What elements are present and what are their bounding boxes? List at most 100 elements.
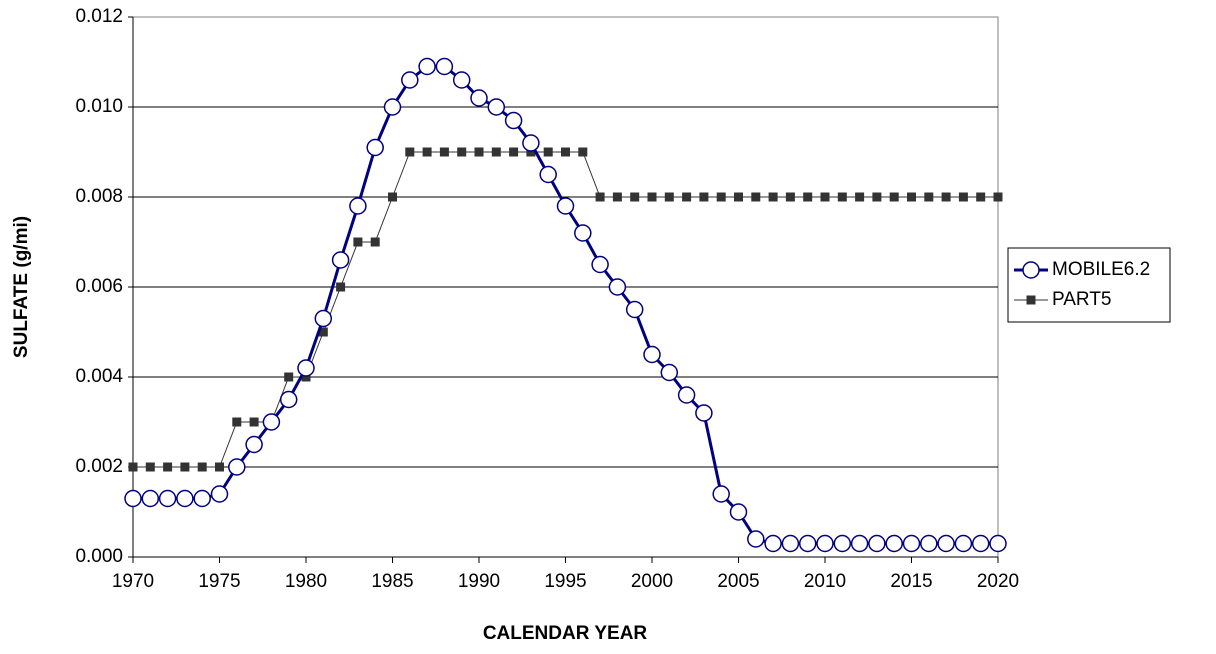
data-point	[872, 192, 882, 202]
data-point	[370, 237, 380, 247]
data-point	[297, 359, 315, 377]
data-point	[820, 192, 830, 202]
data-point	[682, 192, 692, 202]
data-point	[837, 192, 847, 202]
data-point	[284, 372, 294, 382]
x-tick-label: 2000	[631, 571, 673, 592]
data-point	[578, 147, 588, 157]
data-point	[470, 89, 488, 107]
data-point	[747, 530, 765, 548]
data-point	[885, 534, 903, 553]
data-point	[418, 57, 436, 76]
data-point	[924, 192, 934, 202]
y-tick-label: 0.006	[75, 276, 123, 297]
x-tick-label: 1990	[458, 571, 500, 592]
x-tick-label: 1985	[371, 571, 413, 592]
data-point	[764, 534, 782, 553]
data-point	[452, 71, 471, 89]
data-point	[625, 300, 644, 319]
data-point	[314, 309, 333, 328]
data-point	[353, 237, 363, 247]
data-point	[989, 534, 1007, 553]
data-point	[158, 489, 177, 508]
x-tick-label: 2015	[890, 571, 932, 592]
data-point	[556, 197, 575, 215]
data-point	[279, 390, 298, 409]
data-point	[539, 165, 557, 184]
data-point	[907, 192, 916, 202]
data-point	[245, 435, 263, 454]
data-point	[768, 192, 778, 202]
data-point	[331, 251, 350, 269]
data-point	[561, 147, 570, 157]
x-tick-label: 1980	[285, 571, 327, 592]
data-point	[336, 282, 346, 292]
x-axis-title: CALENDAR YEAR	[483, 623, 648, 644]
data-point	[574, 224, 592, 242]
data-point	[976, 192, 986, 202]
data-point	[388, 192, 397, 202]
y-tick-label: 0.008	[75, 186, 123, 207]
data-point	[699, 192, 709, 202]
data-point	[630, 192, 640, 202]
x-tick-label: 2020	[977, 571, 1019, 592]
data-point	[197, 462, 207, 472]
data-point	[349, 197, 367, 215]
data-point	[193, 489, 211, 508]
data-point	[647, 192, 657, 202]
y-tick-label: 0.012	[75, 6, 123, 27]
data-point	[210, 485, 229, 503]
data-point	[318, 327, 328, 337]
data-point	[232, 417, 242, 427]
legend-label: PART5	[1052, 289, 1112, 310]
data-point	[504, 111, 523, 130]
y-tick-label: 0.000	[75, 546, 123, 567]
data-point	[301, 372, 311, 382]
data-point	[491, 147, 501, 157]
data-point	[695, 404, 713, 422]
y-tick-label: 0.002	[75, 456, 123, 477]
data-point	[176, 489, 194, 508]
data-point	[228, 458, 246, 476]
legend-marker	[1022, 261, 1040, 279]
data-point	[833, 534, 852, 553]
data-point	[954, 534, 973, 553]
data-point	[124, 489, 142, 508]
data-point	[401, 71, 419, 89]
y-tick-label: 0.010	[75, 96, 123, 117]
data-point	[608, 278, 627, 296]
data-point	[262, 413, 281, 431]
y-axis-title: SULFATE (g/mi)	[11, 216, 32, 358]
y-tick-label: 0.004	[75, 366, 123, 387]
x-tick-label: 1995	[544, 571, 586, 592]
data-point	[958, 192, 968, 202]
data-point	[526, 147, 536, 157]
series-line	[133, 65, 998, 545]
data-point	[993, 192, 1003, 202]
data-point	[850, 534, 869, 553]
data-point	[591, 255, 609, 274]
data-point	[729, 503, 748, 521]
data-point	[889, 192, 899, 202]
data-point	[439, 147, 449, 157]
data-point	[215, 462, 224, 472]
data-point	[405, 147, 415, 157]
data-point	[716, 192, 726, 202]
data-point	[422, 147, 432, 157]
data-point	[785, 192, 795, 202]
data-point	[816, 534, 834, 553]
data-point	[712, 485, 730, 503]
x-tick-label: 1970	[112, 571, 154, 592]
data-point	[734, 192, 743, 202]
data-point	[366, 138, 384, 157]
data-point	[128, 462, 138, 472]
data-point	[509, 147, 519, 157]
data-point	[145, 462, 155, 472]
data-point	[643, 345, 661, 364]
legend-marker	[1026, 295, 1036, 305]
data-point	[677, 386, 696, 404]
data-point	[803, 192, 813, 202]
x-tick-label: 2005	[717, 571, 759, 592]
